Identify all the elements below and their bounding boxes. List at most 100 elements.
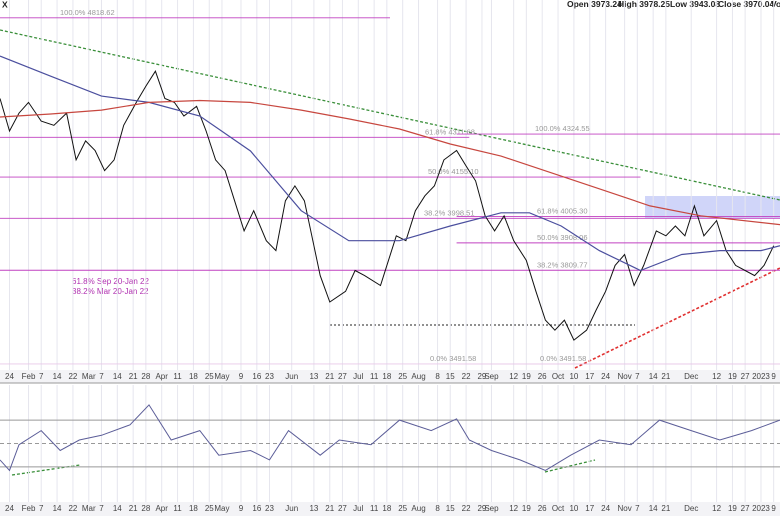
x-tick-label: Nov — [618, 372, 632, 381]
level-value: 3809.77 — [560, 260, 587, 269]
x-tick-label: 21 — [325, 504, 334, 513]
header-label: Volum — [771, 0, 780, 9]
level-label: 100.0% 4818.62 — [60, 8, 115, 17]
header-label: Close — [718, 0, 741, 9]
x-tick-label: 16 — [252, 504, 261, 513]
x-axis-band — [0, 502, 780, 516]
level-label: 50.0% 3908.06 — [537, 233, 588, 242]
x-tick-label: 29 — [477, 504, 486, 513]
level-label: 0.0% 3491.58 — [430, 354, 476, 363]
level-value: 4818.62 — [88, 8, 115, 17]
x-tick-label: Dec — [684, 372, 698, 381]
x-tick-label: 27 — [338, 504, 347, 513]
header-item: Close 3970.04 — [718, 0, 775, 9]
trend-line — [0, 29, 780, 201]
x-tick-label: 18 — [382, 372, 391, 381]
x-tick-label: 12 — [712, 504, 721, 513]
header-item: Volum — [771, 0, 780, 9]
header-value: 3978.25 — [639, 0, 670, 9]
x-tick-label: Jun — [285, 504, 298, 513]
level-percent: 0.0% — [430, 354, 447, 363]
x-tick-label: 7 — [635, 504, 640, 513]
x-tick-label: Feb — [22, 372, 36, 381]
x-tick-label: 22 — [68, 372, 77, 381]
x-tick-label: 12 — [509, 504, 518, 513]
x-tick-label: 24 — [5, 372, 14, 381]
x-tick-label: 22 — [462, 504, 471, 513]
x-tick-label: 18 — [382, 504, 391, 513]
header-item: High 3978.25 — [618, 0, 670, 9]
x-tick-label: 17 — [585, 504, 594, 513]
x-tick-label: 15 — [446, 504, 455, 513]
x-tick-label: 11 — [173, 504, 182, 513]
x-tick-label: 27 — [741, 504, 750, 513]
level-value: 4324.55 — [563, 124, 590, 133]
x-tick-label: 21 — [325, 372, 334, 381]
x-tick-label: 7 — [39, 372, 44, 381]
x-tick-label: 2023 — [752, 504, 770, 513]
level-label: 38.2% 3998.51 — [424, 208, 475, 217]
x-tick-label: 26 — [538, 372, 547, 381]
price-line — [0, 70, 775, 341]
level-value: 3491.58 — [559, 354, 586, 363]
trend-line — [574, 267, 780, 369]
level-percent: 61.8% — [425, 127, 447, 136]
level-percent: 50.0% — [428, 167, 450, 176]
x-tick-label: 25 — [205, 504, 214, 513]
level-percent: 61.8% — [537, 206, 559, 215]
header-value: 3970.04 — [744, 0, 775, 9]
x-tick-label: 23 — [265, 372, 274, 381]
level-percent: 38.2% — [424, 208, 446, 217]
x-tick-label: 9 — [239, 504, 244, 513]
level-value: 4311.68 — [448, 127, 475, 136]
moving-average — [0, 99, 780, 226]
x-tick-label: 21 — [661, 504, 670, 513]
symbol: X — [2, 0, 8, 9]
x-tick-label: 9 — [771, 504, 776, 513]
x-tick-label: Sep — [484, 372, 499, 381]
x-tick-label: 13 — [309, 372, 318, 381]
divergence-line — [544, 459, 596, 473]
rsi-line — [0, 404, 780, 472]
x-tick-label: 21 — [129, 372, 138, 381]
x-tick-label: Apr — [155, 504, 168, 513]
header-label: Low — [670, 0, 687, 9]
annotation: 38.2% Mar 20-Jan 22 — [72, 287, 149, 296]
x-tick-label: 28 — [141, 372, 150, 381]
x-tick-label: 7 — [39, 504, 44, 513]
x-tick-label: 19 — [728, 372, 737, 381]
annotation: 61.8% Sep 20-Jan 22 — [72, 277, 149, 286]
level-percent: 100.0% — [535, 124, 561, 133]
x-tick-label: 18 — [189, 372, 198, 381]
x-tick-label: Dec — [684, 504, 698, 513]
x-tick-label: 11 — [370, 372, 379, 381]
level-percent: 100.0% — [60, 8, 86, 17]
x-tick-label: 25 — [398, 504, 407, 513]
x-tick-label: 2023 — [752, 372, 770, 381]
x-tick-label: 8 — [435, 372, 440, 381]
x-tick-label: 27 — [741, 372, 750, 381]
level-percent: 0.0% — [540, 354, 557, 363]
resistance-zone — [645, 196, 780, 218]
x-tick-label: Aug — [411, 372, 425, 381]
x-tick-label: 9 — [771, 372, 776, 381]
x-tick-label: Nov — [618, 504, 632, 513]
level-value: 3491.58 — [449, 354, 476, 363]
x-tick-label: 14 — [53, 372, 62, 381]
x-tick-label: 23 — [265, 504, 274, 513]
header-item: Low 3943.08 — [670, 0, 720, 9]
level-label: 61.8% 4005.30 — [537, 206, 588, 215]
level-label: 100.0% 4324.55 — [535, 124, 590, 133]
x-tick-label: Apr — [155, 372, 168, 381]
x-tick-label: 14 — [113, 504, 122, 513]
x-tick-label: 12 — [509, 372, 518, 381]
x-tick-label: 29 — [477, 372, 486, 381]
x-tick-label: Aug — [411, 504, 425, 513]
x-tick-label: 14 — [649, 372, 658, 381]
level-label: 61.8% 4311.68 — [425, 127, 475, 136]
x-tick-label: 7 — [99, 504, 104, 513]
x-tick-label: 19 — [728, 504, 737, 513]
header-label: High — [618, 0, 637, 9]
